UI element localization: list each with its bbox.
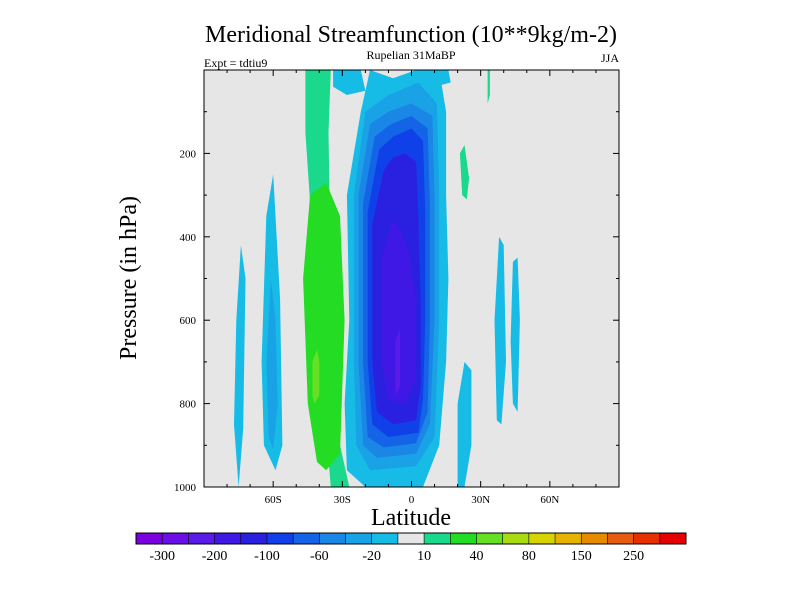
y-tick-label: 400: [180, 232, 197, 244]
x-tick-label: 60S: [265, 494, 282, 506]
colorbar-label: -60: [310, 549, 329, 564]
contour-violet-cell-center: [395, 328, 400, 396]
colorbar-swatch: [266, 533, 294, 544]
colorbar-swatch: [633, 533, 661, 544]
colorbar: -300 -200 -100 -60 -20 10 40 80 150 250: [135, 532, 687, 564]
colorbar-label: 10: [417, 549, 431, 564]
colorbar-swatch: [659, 533, 687, 544]
colorbar-frame: [135, 532, 687, 545]
colorbar-swatch: [319, 533, 346, 544]
contour-purple-cell-core: [381, 220, 417, 404]
contour-cyan-patch-nh-lower: [457, 361, 472, 487]
contour-cyan-patch-nh-far: [510, 257, 520, 412]
colorbar-label: 150: [571, 549, 592, 564]
experiment-label: Expt = tdtiu9: [204, 56, 267, 70]
y-tick-label: 800: [180, 399, 197, 411]
contour-cyan-patch-top-sh: [333, 70, 366, 95]
y-tick-label: 600: [180, 315, 197, 327]
y-axis-label: Pressure (in hPa): [116, 196, 142, 360]
colorbar-swatch: [293, 533, 320, 544]
contour-cyan-patch-top-nh: [429, 70, 451, 87]
x-axis-label: Latitude: [371, 505, 451, 531]
colorbar-swatch: [424, 533, 451, 544]
colorbar-label: -20: [362, 549, 381, 564]
colorbar-swatch: [240, 533, 268, 544]
x-tick-label: 30N: [471, 494, 490, 506]
y-tick-label: 200: [180, 148, 197, 160]
colorbar-swatch: [555, 533, 582, 544]
colorbar-swatch: [345, 533, 373, 544]
colorbar-label: 80: [522, 549, 536, 564]
contour-green-thin-nh-top: [487, 70, 490, 104]
tick-layer: 60S 30S 0 30N 60N 200 400 600 800 1000: [174, 70, 619, 506]
contour-cyan-patch-nh-mid: [494, 236, 506, 425]
colorbar-label: -300: [149, 549, 175, 564]
colorbar-swatch: [581, 533, 608, 544]
colorbar-swatch: [502, 533, 530, 544]
contour-blue-patch-sh-mid: [266, 278, 278, 450]
colorbar-label: 40: [469, 549, 483, 564]
colorbar-swatch: [214, 533, 242, 544]
y-tick-label: 1000: [174, 482, 197, 494]
x-tick-label: 60N: [540, 494, 559, 506]
contour-layer: [234, 70, 520, 487]
contour-lime-spot-sh: [312, 349, 320, 404]
colorbar-swatch: [188, 533, 215, 544]
colorbar-label: 250: [623, 549, 644, 564]
contour-cyan-patch-sh-far: [234, 245, 246, 487]
colorbar-label: -200: [202, 549, 228, 564]
period-label: Rupelian 31MaBP: [367, 48, 456, 62]
colorbar-label: -100: [254, 549, 280, 564]
colorbar-swatch: [450, 533, 477, 544]
colorbar-swatch: [397, 533, 425, 544]
contour-green-thin-nh-upper: [459, 145, 470, 200]
x-tick-label: 0: [409, 494, 415, 506]
colorbar-swatch: [371, 533, 399, 544]
season-label: JJA: [601, 51, 619, 65]
colorbar-swatch: [162, 533, 189, 544]
x-tick-label: 30S: [334, 494, 351, 506]
colorbar-swatch: [528, 533, 556, 544]
colorbar-swatch: [607, 533, 634, 544]
colorbar-swatch: [476, 533, 503, 544]
colorbar-swatch: [136, 533, 163, 544]
chart-title: Meridional Streamfunction (10**9kg/m-2): [205, 22, 617, 48]
